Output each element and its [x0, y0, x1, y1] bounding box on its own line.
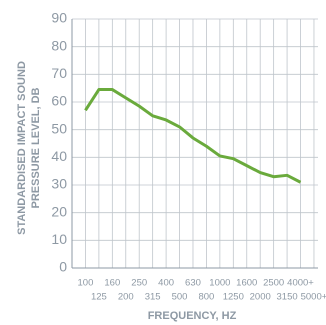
y-axis-title: STANDARDISED IMPACT SOUND — [16, 61, 28, 235]
x-axis-title: FREQUENCY, HZ — [148, 310, 237, 322]
x-tick-label: 100 — [78, 278, 94, 289]
x-tick-label: 125 — [91, 292, 107, 303]
y-tick-label: 40 — [51, 148, 67, 164]
x-tick-label: 1000 — [209, 278, 230, 289]
x-tick-label: 200 — [118, 292, 134, 303]
x-tick-label: 2500 — [263, 278, 284, 289]
x-tick-label: 1250 — [223, 292, 244, 303]
x-tick-label: 400 — [158, 278, 174, 289]
y-tick-label: 10 — [51, 231, 67, 247]
x-tick-label: 800 — [198, 292, 214, 303]
x-tick-label: 4000+ — [287, 278, 314, 289]
data-line — [84, 88, 302, 184]
x-tick-label: 630 — [185, 278, 201, 289]
x-tick-label: 1600 — [236, 278, 257, 289]
y-axis-title: PRESSURE LEVEL, DB — [30, 87, 42, 208]
x-tick-label: 3150 — [277, 292, 298, 303]
x-tick-label: 160 — [104, 278, 120, 289]
y-tick-label: 0 — [59, 259, 67, 275]
x-tick-label: 250 — [131, 278, 147, 289]
y-tick-label: 70 — [51, 65, 67, 81]
y-tick-label: 20 — [51, 203, 67, 219]
y-tick-label: 60 — [51, 93, 67, 109]
x-tick-label: 315 — [145, 292, 161, 303]
x-tick-label: 2000 — [250, 292, 271, 303]
y-tick-label: 90 — [51, 10, 67, 26]
y-tick-label: 30 — [51, 176, 67, 192]
y-tick-label: 50 — [51, 120, 67, 136]
x-tick-label: 5000+ — [301, 292, 326, 303]
x-tick-label: 500 — [172, 292, 188, 303]
y-tick-label: 80 — [51, 37, 67, 53]
